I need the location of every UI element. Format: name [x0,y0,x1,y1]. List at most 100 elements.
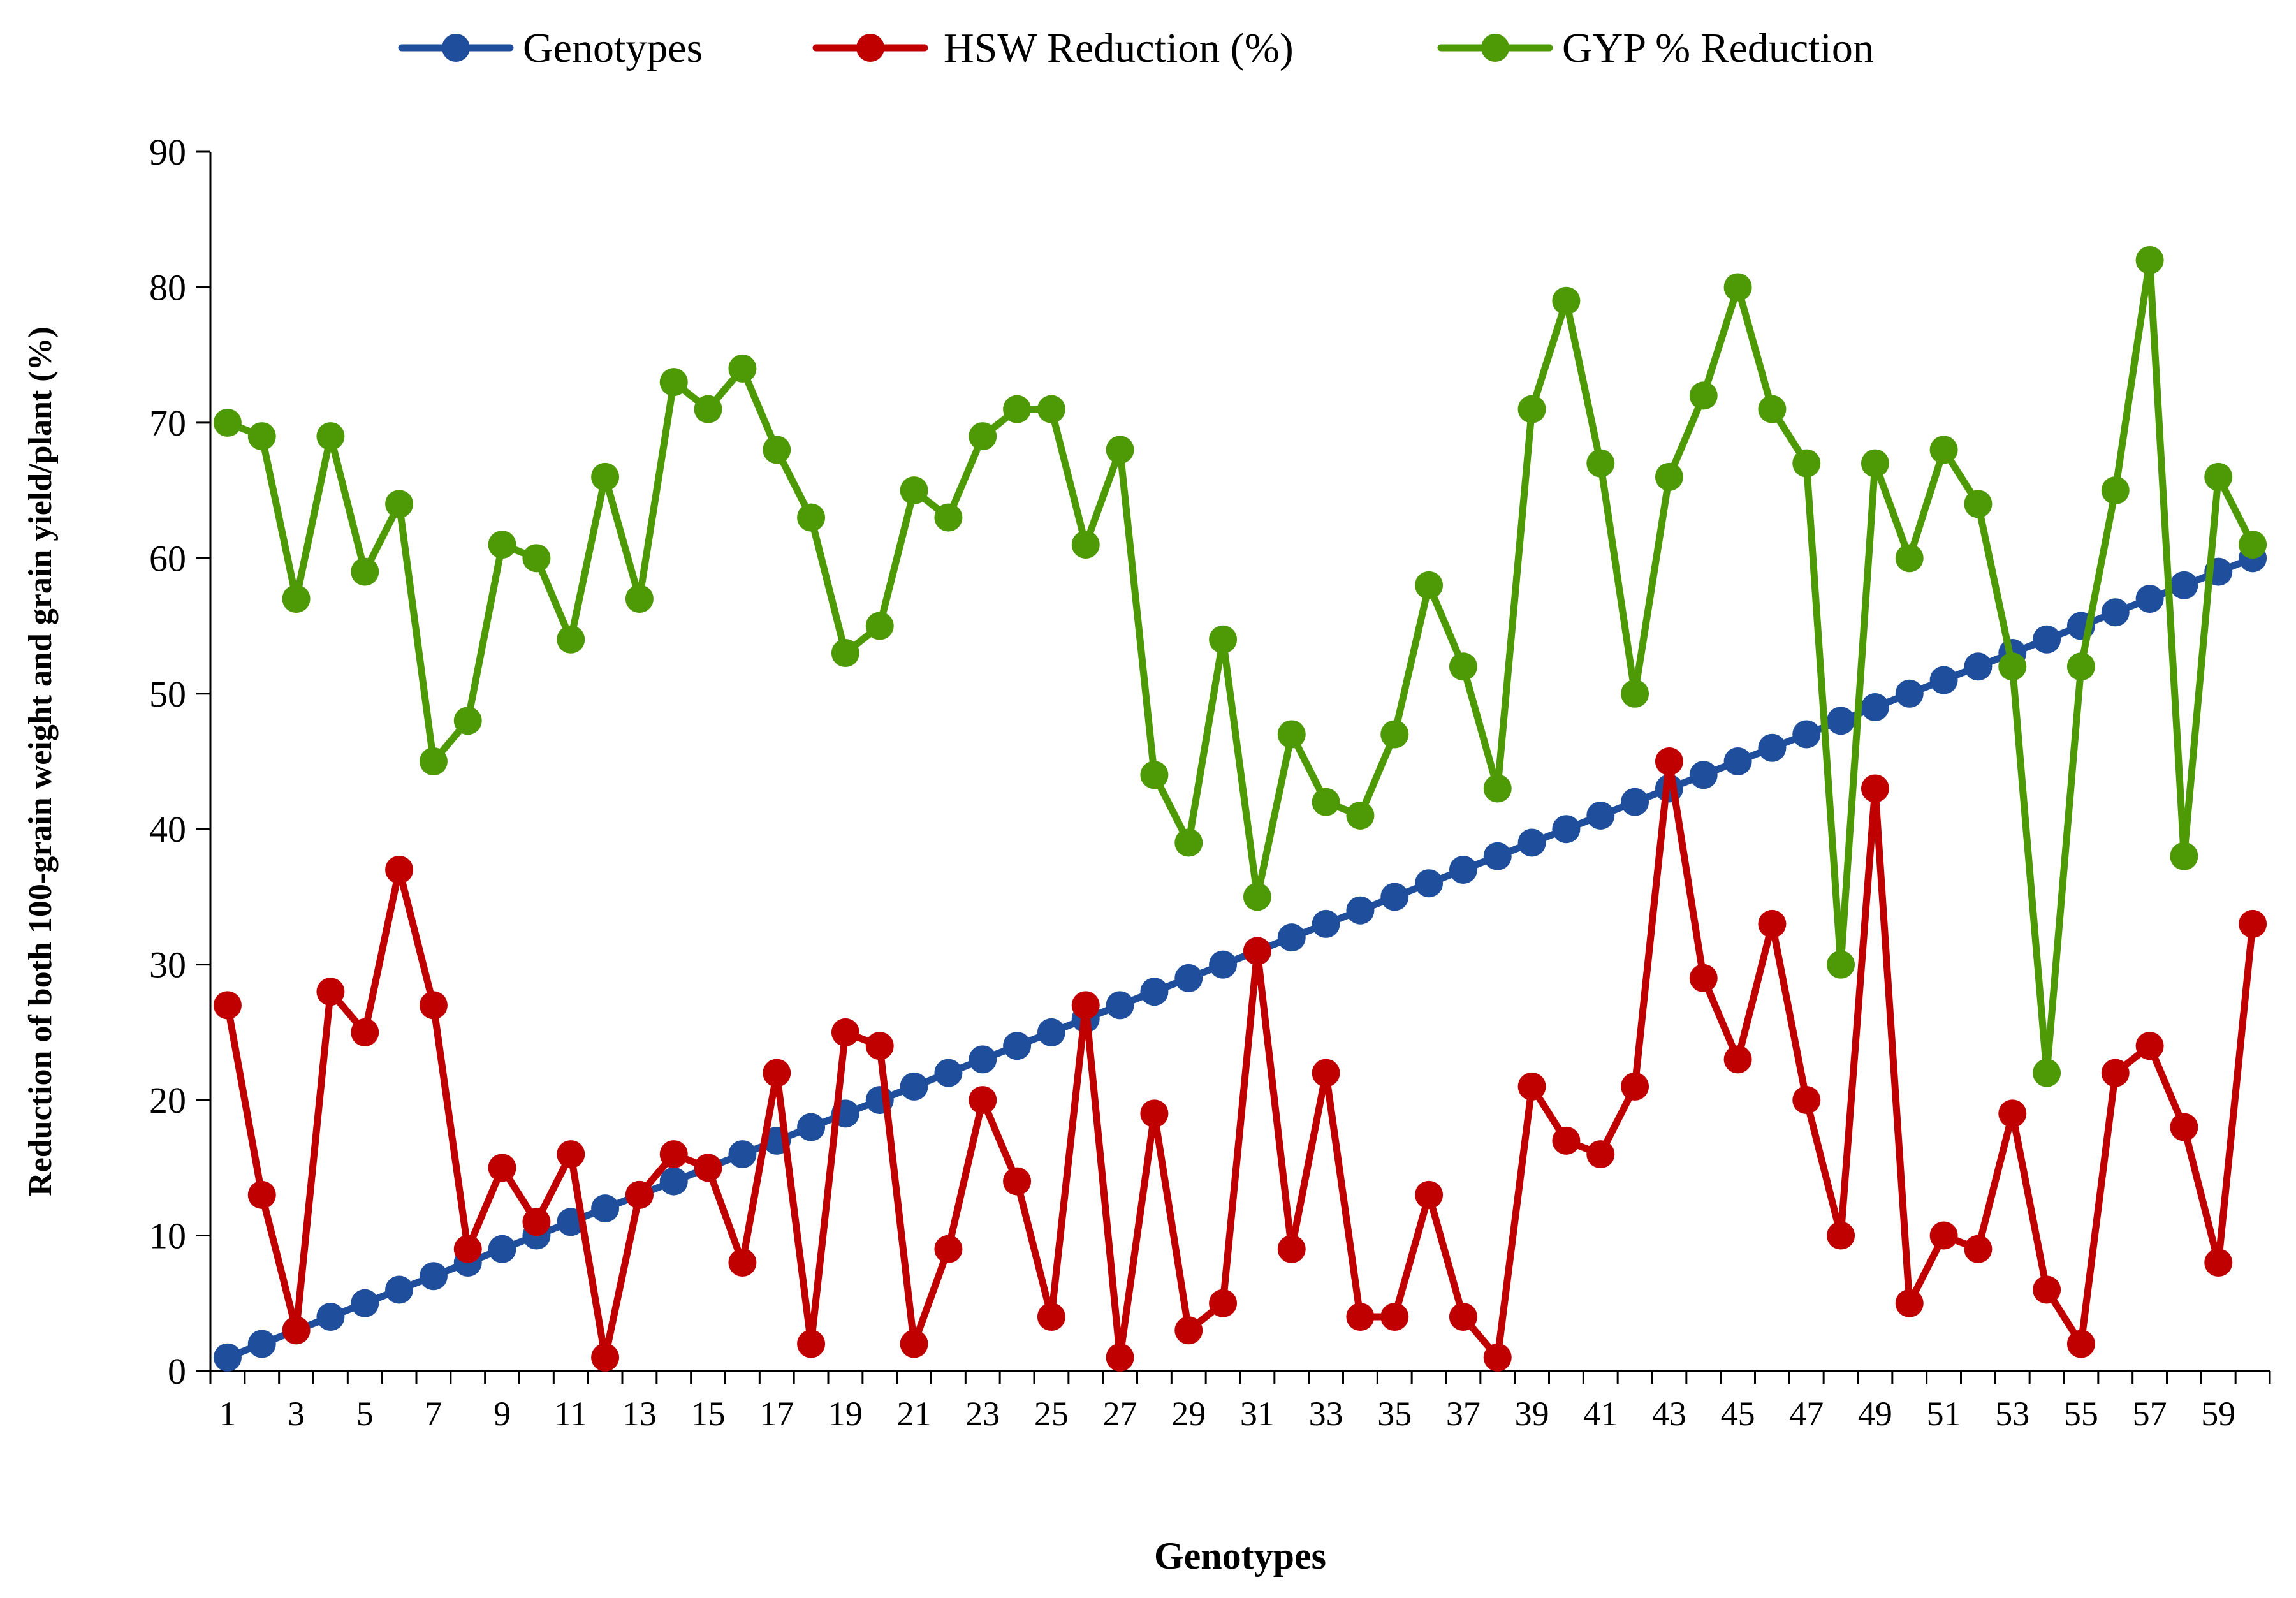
data-point [1106,436,1134,464]
data-point [1792,720,1821,749]
data-point [1483,1343,1512,1372]
data-point [419,991,448,1020]
data-point [1552,1126,1581,1155]
data-point [1655,462,1683,491]
data-point [1449,855,1477,884]
data-point [247,422,276,451]
data-point [1552,286,1581,315]
data-point [1689,964,1718,992]
data-point [1964,1235,1993,1263]
series-layer [213,246,2267,1372]
y-axis-label: Reduction of both 100-grain weight and g… [22,326,59,1196]
data-point [1586,449,1615,478]
data-point [1929,436,1958,464]
data-point [2170,571,2198,599]
data-point [2170,842,2198,870]
data-point [1140,978,1169,1006]
data-point [1243,937,1271,965]
data-point [831,1018,859,1046]
data-point [1174,1316,1203,1345]
data-point [247,1330,276,1358]
x-tick-label: 19 [828,1395,863,1433]
data-point [1346,1303,1375,1331]
data-point [2033,1275,2061,1304]
data-point [1003,1032,1032,1060]
data-point [1552,815,1581,844]
data-point [2239,909,2267,938]
data-point [488,1235,516,1263]
legend-label: HSW Reduction (%) [944,25,1294,71]
data-point [2101,1059,2130,1087]
y-tick-label: 60 [149,538,186,579]
data-point [1929,666,1958,694]
x-tick-label: 33 [1309,1395,1343,1433]
data-point [591,1194,620,1223]
data-point [1861,693,1889,722]
data-point [1106,991,1134,1020]
series-line [224,256,2256,1077]
data-point [488,1154,516,1182]
x-tick-label: 25 [1034,1395,1069,1433]
data-point [1277,720,1306,749]
data-point [419,747,448,775]
data-point [1277,923,1306,952]
data-point [1827,950,1855,979]
data-point [1861,449,1889,478]
data-point [2135,1032,2164,1060]
data-point [728,1249,757,1277]
data-point [659,1167,688,1196]
data-point [1689,761,1718,789]
x-tick-label: 29 [1171,1395,1206,1433]
data-point [2135,585,2164,613]
data-point [1586,801,1615,830]
data-point [557,625,585,654]
data-point [453,707,482,735]
data-point [1312,1059,1340,1087]
x-tick-label: 7 [425,1395,442,1433]
data-point [694,395,722,423]
y-tick-label: 30 [149,944,186,986]
series-1 [213,747,2267,1372]
data-point [1346,896,1375,925]
data-point [351,557,379,586]
data-point [1483,774,1512,803]
data-point [385,855,414,884]
x-tick-label: 39 [1515,1395,1549,1433]
x-tick-label: 59 [2201,1395,2235,1433]
data-point [969,1086,997,1115]
x-tick-label: 43 [1652,1395,1686,1433]
y-tick-label: 80 [149,267,186,308]
data-point [385,490,414,518]
data-point [625,1180,654,1209]
legend-item: HSW Reduction (%) [812,25,1294,71]
data-point [969,1045,997,1074]
data-point [728,1140,757,1169]
x-tick-label: 27 [1103,1395,1137,1433]
series-2 [213,246,2267,1087]
legend-swatch-marker [856,34,884,62]
y-axis-ticks: 0 10 20 30 40 50 60 70 80 90 [149,131,210,1392]
data-point [797,1113,826,1141]
data-point [1415,1180,1444,1209]
x-tick-label: 15 [691,1395,726,1433]
data-point [2135,246,2164,274]
legend: Genotypes HSW Reduction (%) GYP % Reductio… [398,25,1874,71]
x-tick-label: 41 [1583,1395,1618,1433]
data-point [1380,720,1409,749]
data-point [557,1140,585,1169]
data-point [900,476,928,505]
data-point [1964,490,1993,518]
data-point [1723,273,1752,302]
x-tick-label: 49 [1858,1395,1892,1433]
data-point [522,544,551,573]
data-point [316,978,345,1006]
data-point [351,1289,379,1317]
data-point [1895,1289,1924,1317]
x-tick-label: 17 [759,1395,794,1433]
x-tick-label: 47 [1789,1395,1824,1433]
legend-label: GYP % Reduction [1562,25,1874,71]
data-point [865,612,894,640]
data-point [1003,395,1032,423]
x-axis-label: Genotypes [1154,1535,1326,1577]
